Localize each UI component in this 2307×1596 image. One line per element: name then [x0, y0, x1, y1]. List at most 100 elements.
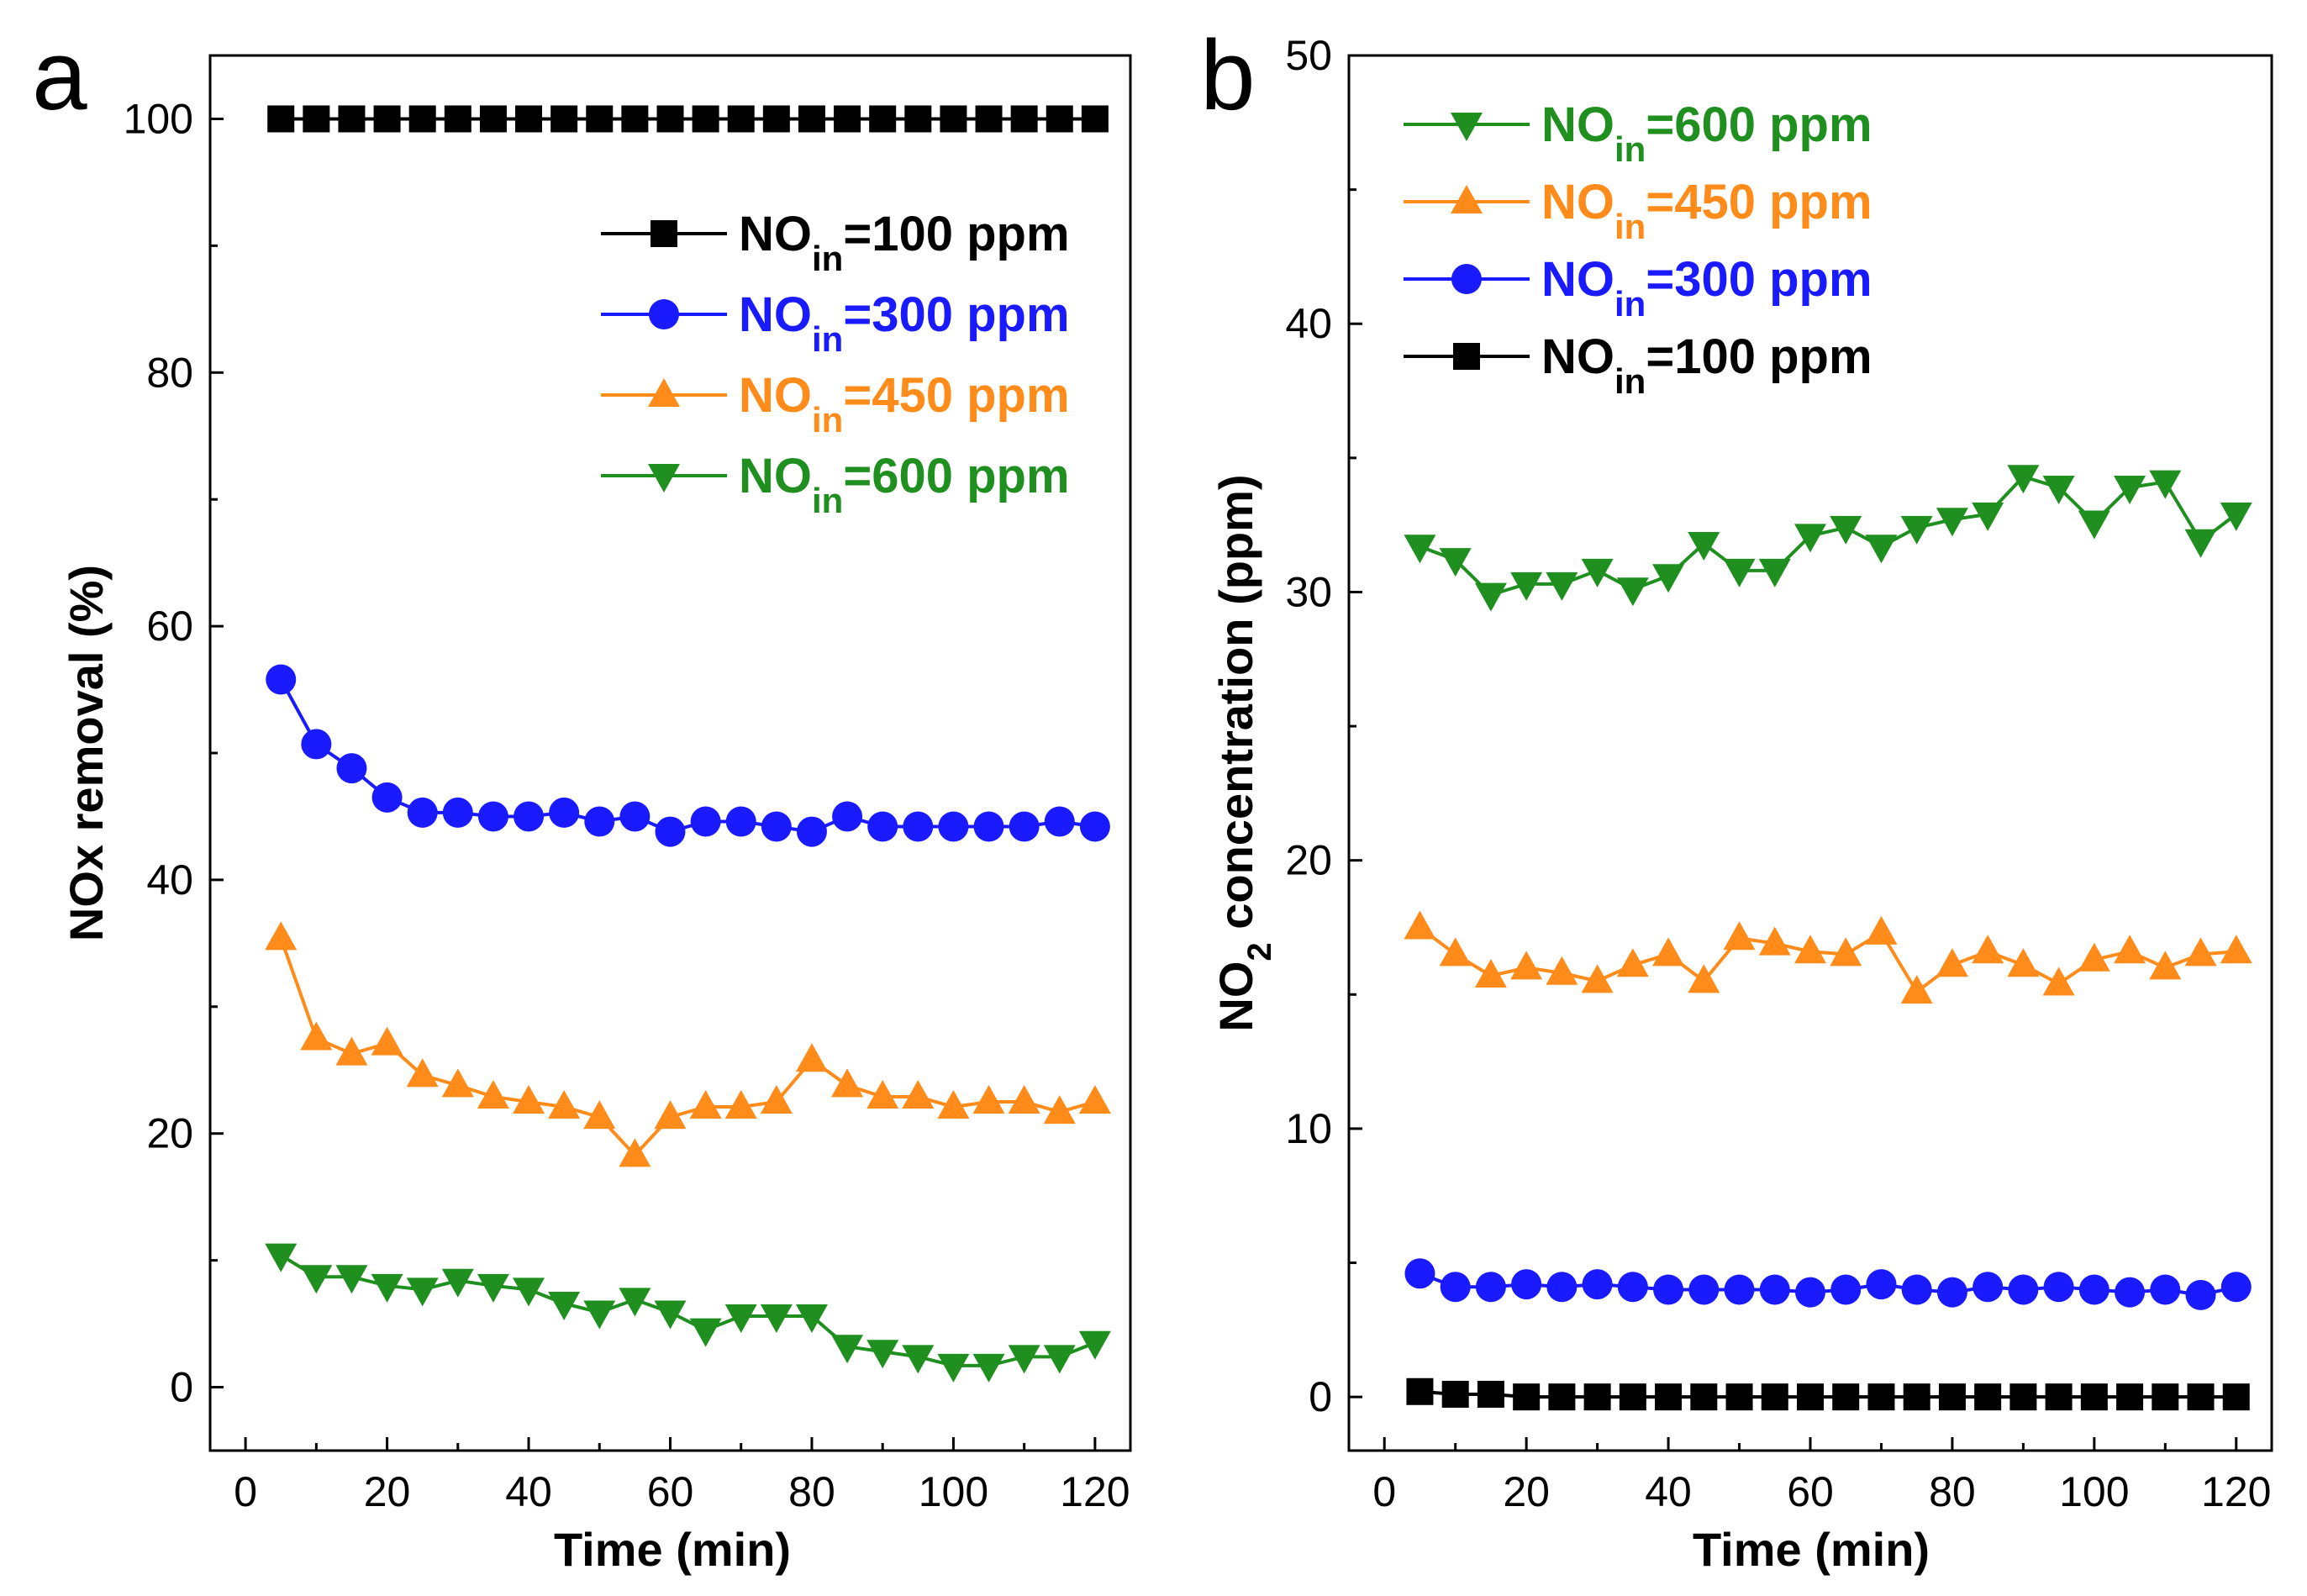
data-point	[2115, 1277, 2146, 1308]
data-point	[441, 1268, 474, 1298]
data-point	[549, 797, 580, 828]
data-point	[335, 1265, 368, 1294]
series-line	[1419, 1272, 2237, 1297]
data-point	[1903, 1383, 1930, 1411]
data-point	[1582, 1269, 1613, 1300]
data-point	[550, 105, 578, 133]
y-tick-label: 40	[146, 856, 193, 903]
series-square	[1406, 1377, 2250, 1411]
data-point	[973, 811, 1004, 842]
data-point	[798, 105, 825, 133]
data-point	[619, 1288, 651, 1317]
x-tick-label: 80	[1929, 1468, 1976, 1515]
series-circle	[1404, 1258, 2252, 1310]
data-point	[513, 1085, 545, 1114]
y-tick-label: 60	[146, 603, 193, 650]
data-point	[1078, 1085, 1111, 1114]
data-point	[760, 1085, 793, 1114]
panel-a-plot-frame	[208, 54, 1132, 1452]
data-point	[1511, 1269, 1542, 1300]
data-point	[1404, 910, 1436, 940]
data-point	[2220, 502, 2252, 531]
data-point	[1079, 811, 1110, 842]
data-point	[1546, 1272, 1578, 1303]
data-point	[2080, 1383, 2108, 1411]
data-point	[727, 105, 755, 133]
data-point	[760, 1304, 793, 1334]
y-tick-label: 20	[146, 1110, 193, 1157]
data-point	[300, 1265, 333, 1294]
panel-a-letter: a	[32, 20, 87, 131]
data-point	[584, 806, 615, 837]
data-point	[2184, 937, 2217, 967]
series-triangle-up	[1404, 910, 2252, 1004]
data-point	[1548, 1383, 1576, 1411]
data-point	[1009, 811, 1040, 842]
data-point	[975, 105, 1003, 133]
data-point	[2114, 935, 2146, 964]
x-tick-label: 0	[234, 1468, 257, 1515]
data-point	[442, 797, 473, 828]
data-point	[477, 1273, 509, 1303]
data-point	[1477, 1380, 1504, 1408]
data-point	[548, 1090, 581, 1119]
data-point	[834, 105, 861, 133]
data-point	[2114, 475, 2146, 504]
data-point	[371, 1273, 403, 1303]
panel-a-y-axis-title: NOx removal (%)	[60, 565, 113, 941]
legend-item: NOin=300 ppm	[1404, 252, 1872, 324]
data-point	[1972, 935, 2004, 964]
panel-b-x-axis: 0 20 40 60 80 100 120	[1372, 1437, 2271, 1515]
data-point	[265, 1243, 298, 1272]
panel-b-y-axis-title: NO2 concentration (ppm)	[1209, 474, 1278, 1031]
data-point	[832, 801, 863, 832]
data-point	[1936, 1277, 1967, 1308]
data-point	[2149, 470, 2182, 499]
data-point	[937, 1353, 970, 1383]
data-point	[335, 1036, 368, 1066]
data-point	[2185, 1279, 2216, 1310]
data-point	[1688, 1274, 1720, 1305]
data-point	[1475, 1272, 1506, 1303]
data-point	[1690, 1383, 1718, 1411]
data-point	[1900, 975, 1933, 1004]
data-point	[2149, 951, 2182, 980]
series-triangle-down	[1404, 465, 2252, 612]
data-point	[548, 1291, 581, 1320]
data-point	[1725, 1383, 1753, 1411]
data-point	[2222, 1383, 2250, 1411]
data-point	[724, 1090, 757, 1119]
data-point	[1866, 1269, 1897, 1300]
data-point	[940, 105, 967, 133]
data-point	[1439, 937, 1472, 967]
data-point	[1974, 1383, 2002, 1411]
series-line	[1419, 474, 2237, 597]
data-point	[1759, 1274, 1790, 1305]
data-point	[1723, 921, 1756, 951]
data-point	[2007, 465, 2040, 494]
series-triangle-down	[265, 1243, 1111, 1383]
data-point	[1510, 951, 1543, 980]
data-point	[1010, 105, 1038, 133]
data-point	[2009, 1383, 2037, 1411]
x-tick-label: 0	[1372, 1468, 1396, 1515]
data-point	[1581, 964, 1614, 993]
data-point	[692, 105, 719, 133]
legend-marker	[649, 299, 679, 329]
data-point	[1761, 1383, 1788, 1411]
data-point	[621, 105, 649, 133]
data-point	[1616, 577, 1649, 607]
legend-label: NOin=450 ppm	[1541, 175, 1872, 246]
data-point	[689, 1090, 722, 1119]
data-point	[2078, 942, 2110, 972]
data-point	[1652, 937, 1685, 967]
y-tick-label: 10	[1285, 1105, 1332, 1152]
y-tick-label: 100	[124, 95, 193, 142]
data-point	[2043, 1272, 2074, 1303]
data-point	[1546, 572, 1578, 601]
legend-label: NOin=600 ppm	[739, 449, 1070, 520]
data-point	[1078, 1330, 1111, 1360]
legend-label: NOin=100 ppm	[1541, 329, 1872, 401]
data-point	[1832, 1383, 1860, 1411]
data-point	[654, 1300, 687, 1330]
